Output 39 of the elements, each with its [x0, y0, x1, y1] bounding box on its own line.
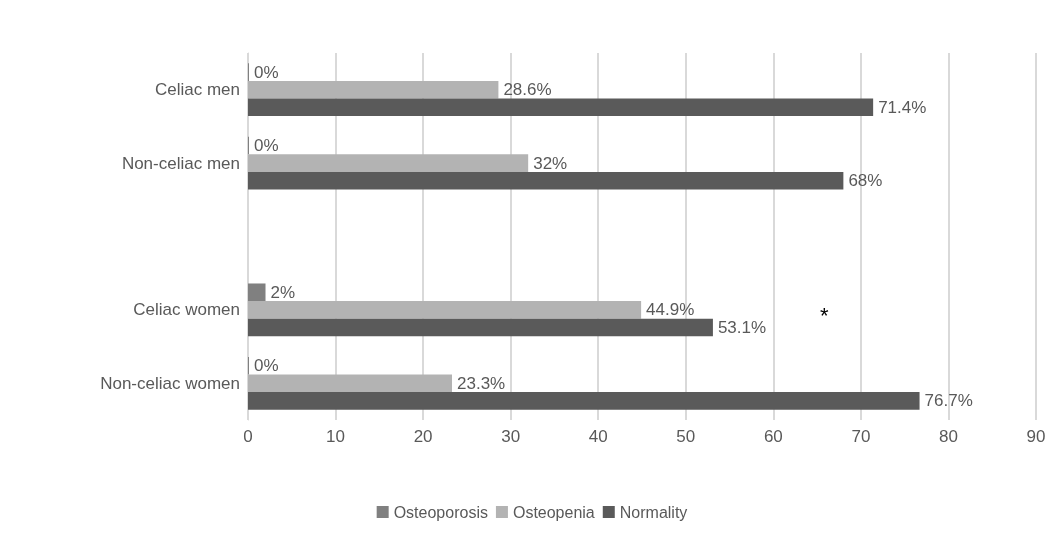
bar: [248, 392, 920, 410]
legend-label: Normality: [619, 503, 688, 521]
y-tick-label: Non-celiac men: [121, 153, 240, 173]
bar: [248, 283, 266, 302]
x-tick-label: 70: [851, 427, 871, 446]
bar: [248, 301, 642, 319]
data-label: 28.6%: [503, 80, 552, 100]
bar: [248, 318, 713, 337]
data-label: 2%: [270, 282, 296, 302]
legend-label: Osteopenia: [512, 503, 595, 521]
data-label: 32%: [533, 153, 568, 173]
legend-label: Osteoporosis: [393, 503, 488, 521]
x-tick-label: 20: [413, 427, 433, 446]
y-tick-label: Non-celiac women: [100, 373, 240, 393]
x-tick-label: 40: [588, 427, 608, 446]
annotation: *: [820, 302, 829, 328]
data-label: 44.9%: [646, 300, 695, 320]
data-label: 0%: [254, 135, 279, 155]
x-tick-label: 90: [1026, 427, 1046, 446]
bar: [248, 98, 874, 117]
x-tick-label: 80: [938, 427, 958, 446]
x-tick-label: 30: [501, 427, 521, 446]
data-label: 0%: [254, 62, 279, 82]
data-label: 68%: [848, 171, 883, 191]
y-tick-label: Celiac men: [154, 80, 240, 100]
bar: [248, 171, 844, 190]
x-tick-label: 60: [763, 427, 783, 446]
x-tick-label: 50: [676, 427, 696, 446]
bar: [248, 374, 452, 393]
data-label: 53.1%: [717, 318, 767, 338]
bar: [248, 80, 499, 99]
data-label: 23.3%: [457, 373, 506, 393]
data-label: 0%: [254, 356, 279, 376]
x-tick-label: 0: [243, 427, 253, 446]
data-label: 71.4%: [878, 97, 927, 117]
x-tick-label: 10: [326, 427, 346, 446]
data-label: 76.7%: [924, 391, 973, 411]
y-tick-label: Celiac women: [133, 300, 240, 320]
bar: [248, 154, 529, 172]
